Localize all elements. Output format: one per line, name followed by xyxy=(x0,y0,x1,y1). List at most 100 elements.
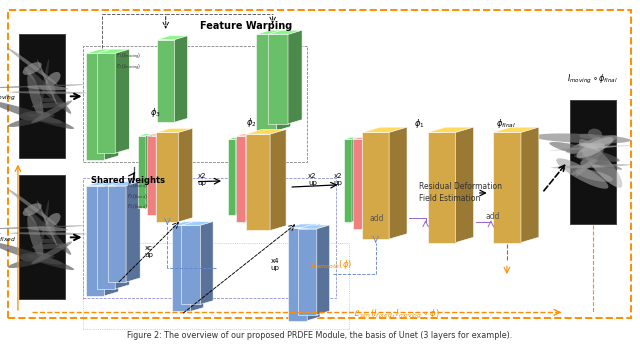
Polygon shape xyxy=(156,132,179,222)
Text: $I_{moving}$: $I_{moving}$ xyxy=(0,90,16,103)
Polygon shape xyxy=(104,49,118,160)
Text: $F_1(I_{moving})$: $F_1(I_{moving})$ xyxy=(116,52,142,62)
Polygon shape xyxy=(317,225,330,315)
Text: x2
up: x2 up xyxy=(197,173,206,186)
Text: $F_2(I_{moving})$: $F_2(I_{moving})$ xyxy=(116,63,142,73)
Ellipse shape xyxy=(45,83,56,95)
Polygon shape xyxy=(428,132,456,243)
Polygon shape xyxy=(268,30,302,34)
Ellipse shape xyxy=(22,203,42,216)
Text: $F_3(I_{fixed})$: $F_3(I_{fixed})$ xyxy=(127,202,148,211)
Ellipse shape xyxy=(580,157,595,166)
Polygon shape xyxy=(172,222,204,225)
Ellipse shape xyxy=(19,111,51,121)
Polygon shape xyxy=(256,30,291,34)
Polygon shape xyxy=(115,49,129,153)
Ellipse shape xyxy=(579,134,596,139)
Polygon shape xyxy=(270,129,286,230)
Polygon shape xyxy=(298,225,330,229)
Ellipse shape xyxy=(8,114,54,127)
Polygon shape xyxy=(97,53,115,153)
Ellipse shape xyxy=(27,85,68,90)
Ellipse shape xyxy=(27,255,63,265)
Ellipse shape xyxy=(579,139,623,188)
Ellipse shape xyxy=(577,137,614,158)
Text: $\mathcal{L}_{sim}(I_{fixed}, I_{moving} \circ \phi)$: $\mathcal{L}_{sim}(I_{fixed}, I_{moving}… xyxy=(353,308,440,321)
Ellipse shape xyxy=(45,72,61,87)
Bar xyxy=(83,178,336,298)
Ellipse shape xyxy=(40,200,49,249)
Polygon shape xyxy=(147,136,156,215)
Polygon shape xyxy=(156,128,193,132)
Ellipse shape xyxy=(0,242,74,270)
Ellipse shape xyxy=(576,169,612,182)
Text: $\mathcal{L}_{smooth}(\phi)$: $\mathcal{L}_{smooth}(\phi)$ xyxy=(310,258,353,271)
Ellipse shape xyxy=(24,208,71,255)
Polygon shape xyxy=(389,127,407,239)
Bar xyxy=(83,243,349,329)
Polygon shape xyxy=(298,229,317,315)
Polygon shape xyxy=(228,138,242,139)
Polygon shape xyxy=(288,228,307,321)
Polygon shape xyxy=(288,30,302,124)
Polygon shape xyxy=(115,182,129,289)
Polygon shape xyxy=(86,53,104,160)
Ellipse shape xyxy=(45,213,61,228)
Ellipse shape xyxy=(566,135,618,154)
Ellipse shape xyxy=(32,103,68,108)
Ellipse shape xyxy=(550,145,632,151)
Polygon shape xyxy=(200,222,213,304)
Text: $\phi_{final}$: $\phi_{final}$ xyxy=(495,117,516,130)
Text: $I_{fixed}$: $I_{fixed}$ xyxy=(0,231,16,244)
Polygon shape xyxy=(179,128,193,222)
Bar xyxy=(570,100,616,224)
Polygon shape xyxy=(276,30,291,131)
Polygon shape xyxy=(86,182,118,186)
Polygon shape xyxy=(172,225,191,311)
Polygon shape xyxy=(175,36,188,122)
Ellipse shape xyxy=(8,47,58,85)
Text: Figure 2: The overview of our proposed PRDFE Module, the basis of Unet (3 layers: Figure 2: The overview of our proposed P… xyxy=(127,331,513,340)
Polygon shape xyxy=(493,132,521,243)
Ellipse shape xyxy=(31,100,72,123)
Text: $F_1(I_{fixed})$: $F_1(I_{fixed})$ xyxy=(127,182,148,191)
Polygon shape xyxy=(86,186,104,296)
Polygon shape xyxy=(288,224,320,228)
Text: x2
up: x2 up xyxy=(308,173,317,186)
Ellipse shape xyxy=(36,239,57,243)
Polygon shape xyxy=(108,186,126,282)
Ellipse shape xyxy=(10,232,87,235)
Polygon shape xyxy=(428,127,474,132)
Ellipse shape xyxy=(556,158,609,189)
Text: x2
up: x2 up xyxy=(333,173,342,186)
Polygon shape xyxy=(344,139,352,222)
Ellipse shape xyxy=(533,133,631,143)
Polygon shape xyxy=(236,138,242,215)
Polygon shape xyxy=(191,222,204,311)
Ellipse shape xyxy=(0,101,74,129)
Ellipse shape xyxy=(28,214,44,259)
Ellipse shape xyxy=(549,142,620,162)
Text: add: add xyxy=(485,212,500,221)
Polygon shape xyxy=(268,34,288,124)
Ellipse shape xyxy=(578,146,589,152)
Ellipse shape xyxy=(31,241,72,264)
Ellipse shape xyxy=(24,67,71,114)
Polygon shape xyxy=(353,139,362,229)
Ellipse shape xyxy=(45,224,56,236)
Ellipse shape xyxy=(28,73,44,118)
Polygon shape xyxy=(138,136,146,208)
Text: x4
up: x4 up xyxy=(271,258,280,271)
Ellipse shape xyxy=(19,252,51,262)
Text: Residual Deformation
Field Estimation: Residual Deformation Field Estimation xyxy=(419,182,502,203)
Text: xc
up: xc up xyxy=(144,245,153,258)
Ellipse shape xyxy=(551,164,630,169)
Polygon shape xyxy=(236,136,246,222)
Polygon shape xyxy=(97,186,115,289)
Polygon shape xyxy=(97,182,129,186)
Ellipse shape xyxy=(0,85,84,88)
Ellipse shape xyxy=(575,150,604,176)
Ellipse shape xyxy=(37,201,57,246)
Polygon shape xyxy=(521,127,539,243)
Polygon shape xyxy=(97,49,129,53)
